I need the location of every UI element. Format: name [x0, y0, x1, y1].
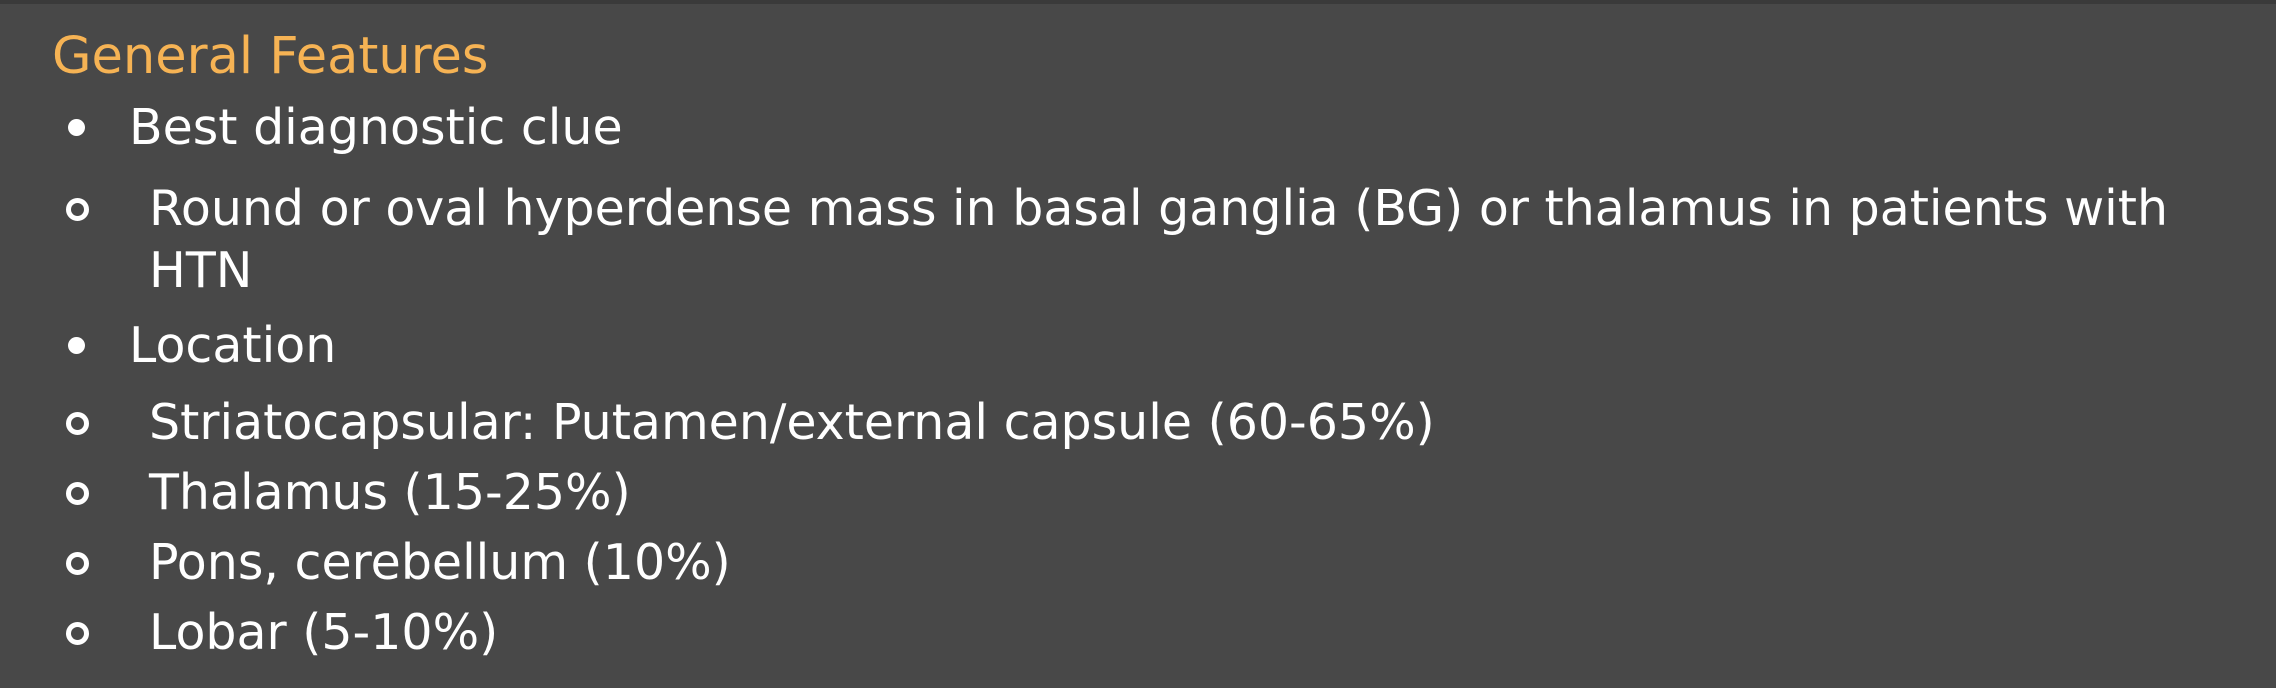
sub-list-item: Lobar (5-10%) [52, 602, 2252, 672]
hollow-bullet-icon [66, 198, 89, 221]
top-border [0, 0, 2276, 4]
list-item-label: Location [129, 317, 337, 374]
hollow-bullet-icon [66, 482, 89, 505]
sub-list-item: Pons, cerebellum (10%) [52, 532, 2252, 602]
sub-bullet-list: Striatocapsular: Putamen/external capsul… [52, 392, 2252, 672]
bullet-list: Location [52, 314, 2252, 378]
sub-list-item: Striatocapsular: Putamen/external capsul… [52, 392, 2252, 462]
hollow-bullet-icon [66, 622, 89, 645]
sub-list-item-text: Round or oval hyperdense mass in basal g… [149, 180, 2169, 299]
sub-list-item: Thalamus (15-25%) [52, 462, 2252, 532]
sub-list-item-text: Lobar (5-10%) [149, 604, 499, 661]
sub-list-item: Round or oval hyperdense mass in basal g… [52, 178, 2252, 302]
hollow-bullet-icon [66, 412, 89, 435]
sub-list-item-text: Thalamus (15-25%) [149, 464, 631, 521]
filled-bullet-icon [68, 337, 85, 354]
list-item-label: Best diagnostic clue [129, 99, 623, 156]
filled-bullet-icon [68, 119, 85, 136]
sub-list-item-text: Striatocapsular: Putamen/external capsul… [149, 394, 1435, 451]
section-title: General Features [52, 27, 489, 86]
hollow-bullet-icon [66, 552, 89, 575]
sub-bullet-list: Round or oval hyperdense mass in basal g… [52, 178, 2252, 302]
list-item-best-diagnostic-clue: Best diagnostic clue [52, 96, 2252, 160]
sub-list-item-text: Pons, cerebellum (10%) [149, 534, 731, 591]
list-item-location: Location [52, 314, 2252, 378]
bullet-list: Best diagnostic clue [52, 96, 2252, 160]
slide-content: General Features Best diagnostic clue Ro… [52, 24, 2252, 672]
